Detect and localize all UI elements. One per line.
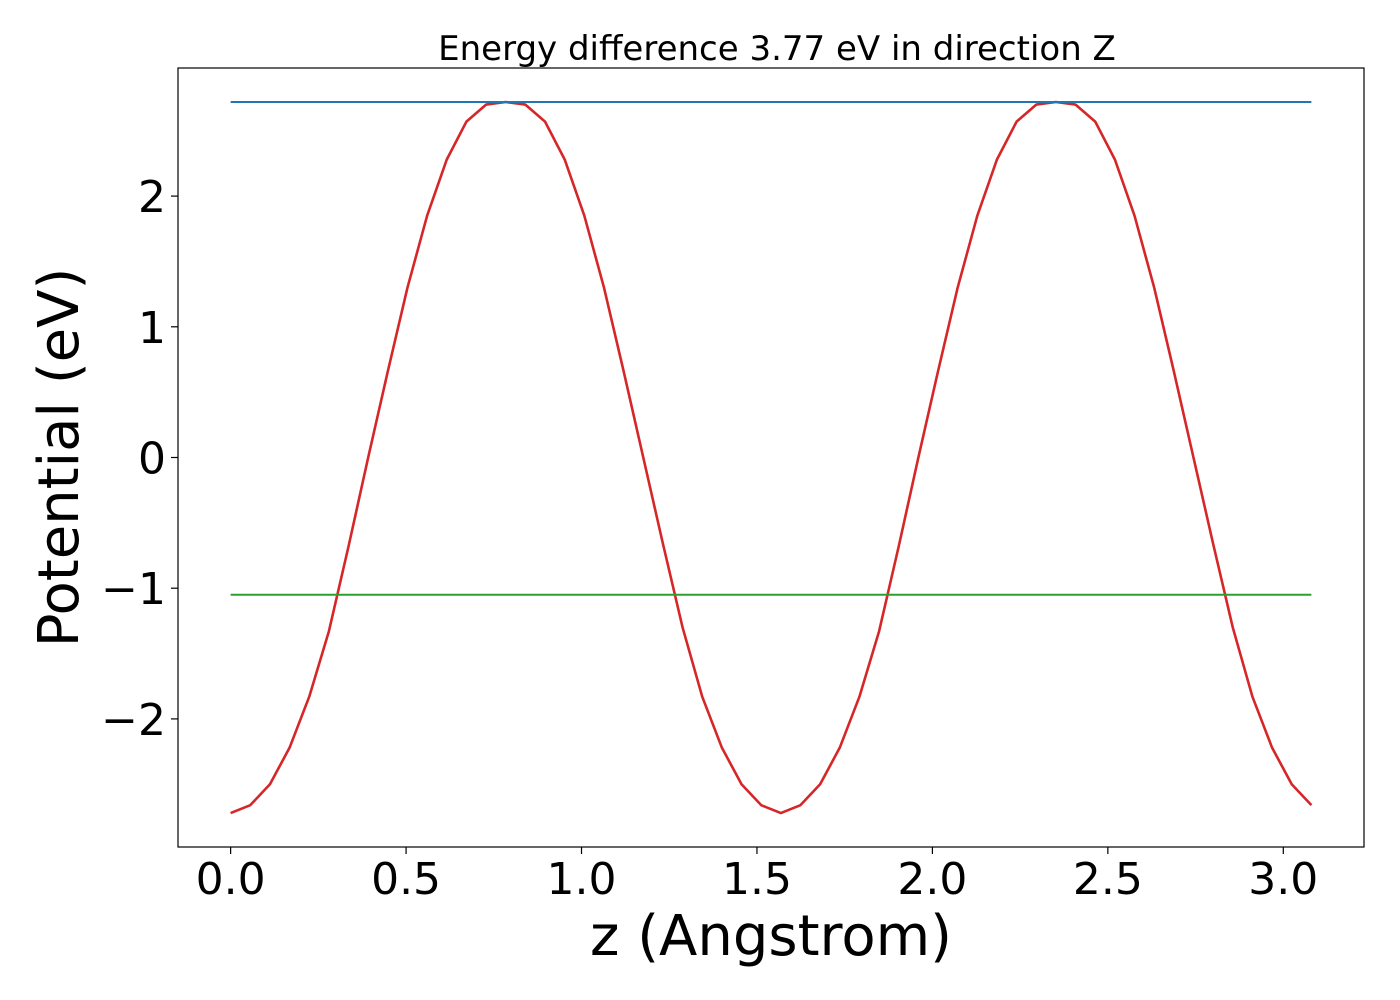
x-axis-title: z (Angstrom) xyxy=(590,904,952,969)
x-tick-label: 3.0 xyxy=(1248,854,1318,905)
y-tick-label: 0 xyxy=(138,434,166,485)
x-tick-label: 0.5 xyxy=(371,854,441,905)
x-tick-label: 0.0 xyxy=(196,854,266,905)
x-tick-label: 2.0 xyxy=(897,854,967,905)
y-axis-title: Potential (eV) xyxy=(27,268,92,648)
x-tick-label: 2.5 xyxy=(1073,854,1143,905)
y-tick-label: −2 xyxy=(101,695,166,746)
x-tick-label: 1.0 xyxy=(547,854,617,905)
series-group xyxy=(230,100,1313,815)
potential-curve xyxy=(230,100,1313,815)
y-axis: −2 −1 0 1 2 xyxy=(101,172,178,746)
x-axis: 0.0 0.5 1.0 1.5 2.0 2.5 3.0 xyxy=(196,847,1318,905)
y-tick-label: −1 xyxy=(101,564,166,615)
x-tick-label: 1.5 xyxy=(722,854,792,905)
chart-title: Energy difference 3.77 eV in direction Z xyxy=(438,29,1116,69)
y-tick-label: 1 xyxy=(138,303,166,354)
plot-area-frame xyxy=(177,67,1365,848)
y-tick-label: 2 xyxy=(138,172,166,223)
